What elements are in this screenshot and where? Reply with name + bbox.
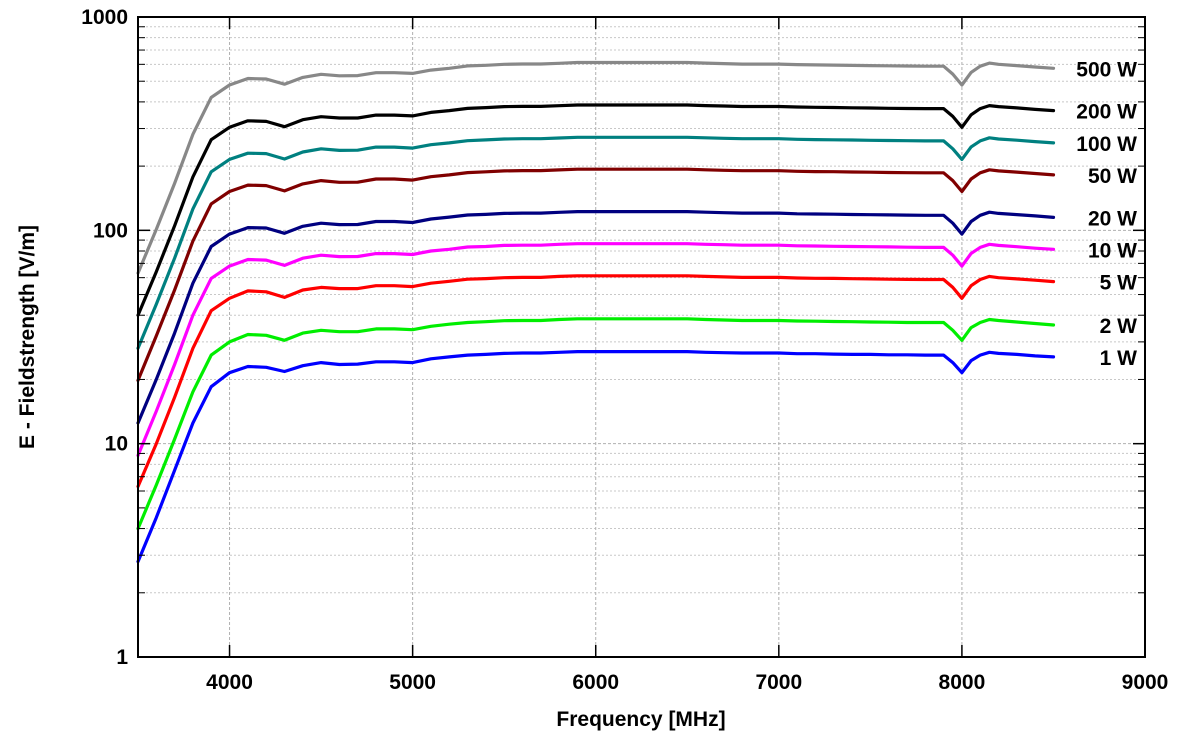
x-tick-label: 8000: [939, 671, 986, 694]
x-axis-title: Frequency [MHz]: [556, 708, 725, 731]
x-tick-label: 5000: [389, 671, 436, 694]
series-line: [136, 210, 1056, 425]
series-line: [136, 317, 1056, 531]
series-label: 20 W: [1088, 207, 1137, 230]
series-line: [136, 242, 1056, 458]
y-axis-title: E - Fieldstrength [V/m]: [16, 225, 39, 449]
series-label: 50 W: [1088, 165, 1137, 188]
y-tick-label: 1: [116, 646, 128, 669]
series-line: [136, 60, 1056, 275]
x-tick-labels: 4000 5000 6000 7000 8000 9000: [206, 671, 1168, 694]
series-line: [136, 135, 1056, 350]
y-tick-labels: 1 10 100 1000: [81, 6, 128, 669]
series-label: 100 W: [1076, 133, 1137, 156]
x-tick-label: 7000: [755, 671, 802, 694]
series-label: 500 W: [1076, 58, 1137, 81]
series-line: [136, 103, 1056, 317]
series-line: [136, 274, 1056, 489]
x-tick-label: 4000: [206, 671, 253, 694]
axis-ticks: [138, 16, 1146, 658]
series-label: 5 W: [1100, 272, 1138, 295]
series-label: 200 W: [1076, 101, 1137, 124]
x-tick-label: 6000: [572, 671, 619, 694]
y-tick-label: 100: [93, 219, 128, 242]
series-labels: 1 W 2 W 5 W 10 W 20 W 50 W 100 W 200 W 500 W: [1076, 58, 1137, 370]
plot-frame: [137, 16, 1146, 658]
x-tick-label: 9000: [1122, 671, 1169, 694]
plot-background: [138, 17, 1145, 657]
series-label: 1 W: [1100, 347, 1138, 370]
series-line: [136, 350, 1056, 564]
y-tick-label: 1000: [81, 6, 128, 29]
series-line: [136, 167, 1056, 382]
series-lines: [136, 60, 1056, 564]
series-label: 2 W: [1100, 315, 1138, 338]
y-tick-label: 10: [105, 433, 128, 456]
series-label: 10 W: [1088, 239, 1137, 262]
